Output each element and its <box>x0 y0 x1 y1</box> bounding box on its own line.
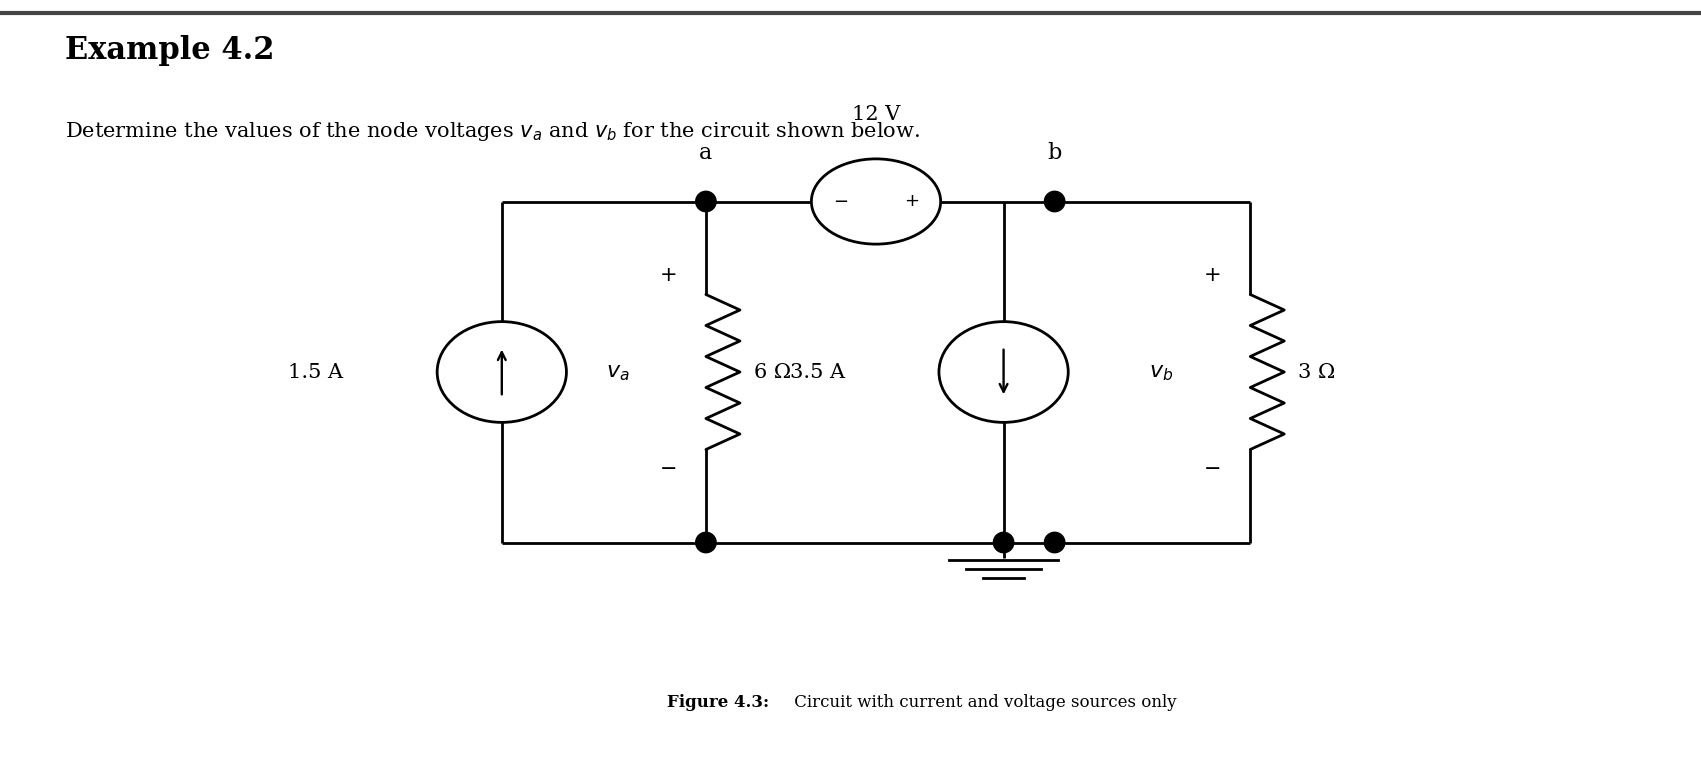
Ellipse shape <box>811 159 941 244</box>
Ellipse shape <box>993 532 1014 553</box>
Text: +: + <box>903 192 919 211</box>
Ellipse shape <box>696 532 716 553</box>
Text: 3.5 A: 3.5 A <box>791 363 845 381</box>
Text: +: + <box>660 265 677 285</box>
Text: $v_a$: $v_a$ <box>606 361 629 383</box>
Text: $v_b$: $v_b$ <box>1150 361 1174 383</box>
Ellipse shape <box>939 322 1068 422</box>
Text: Figure 4.3:: Figure 4.3: <box>667 694 769 711</box>
Text: Circuit with current and voltage sources only: Circuit with current and voltage sources… <box>789 694 1177 711</box>
Text: a: a <box>699 143 713 164</box>
Ellipse shape <box>1044 191 1065 212</box>
Text: −: − <box>1204 459 1221 479</box>
Text: 12 V: 12 V <box>852 105 900 124</box>
Text: b: b <box>1048 143 1061 164</box>
Text: Determine the values of the node voltages $\mathit{v}_a$ and $\mathit{v}_b$ for : Determine the values of the node voltage… <box>65 120 920 143</box>
Ellipse shape <box>696 191 716 212</box>
Ellipse shape <box>1044 532 1065 553</box>
Text: Example 4.2: Example 4.2 <box>65 35 274 66</box>
Text: −: − <box>660 459 677 479</box>
Text: 3 Ω: 3 Ω <box>1298 363 1335 381</box>
Text: +: + <box>1204 265 1221 285</box>
Ellipse shape <box>437 322 566 422</box>
Text: −: − <box>833 192 849 211</box>
Text: 1.5 A: 1.5 A <box>289 363 344 381</box>
Text: 6 Ω: 6 Ω <box>754 363 791 381</box>
